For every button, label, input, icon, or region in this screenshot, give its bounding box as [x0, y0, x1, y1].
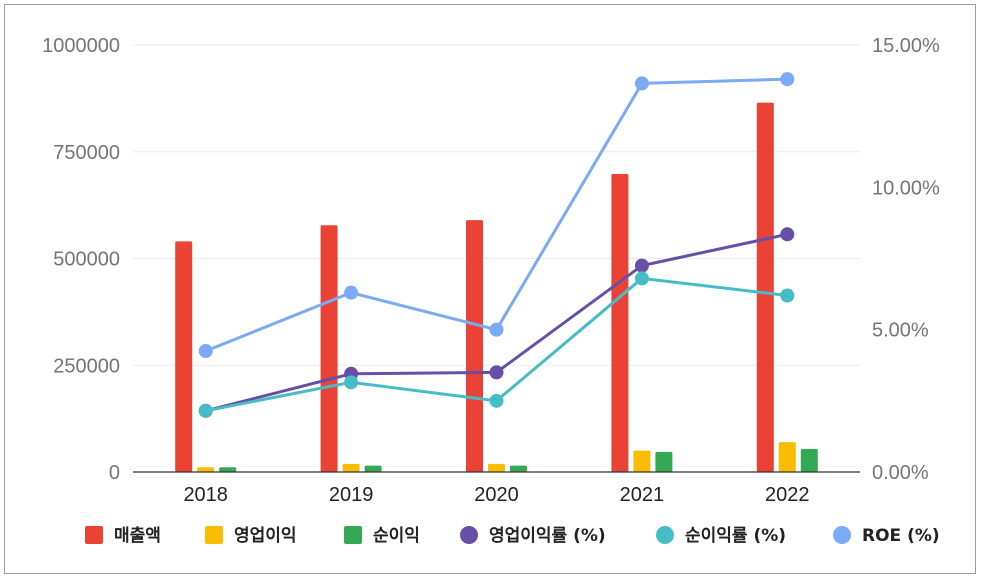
bar	[175, 241, 193, 472]
series-line	[205, 232, 788, 413]
line-series	[198, 72, 795, 418]
chart-frame	[4, 4, 976, 574]
left-tick-label: 1000000	[42, 35, 120, 57]
left-tick-label: 250000	[53, 355, 120, 377]
data-point	[344, 285, 359, 300]
x-axis-ticks: 2018 2019 2020 2021 2022	[183, 484, 809, 506]
x-tick-label: 2022	[765, 484, 810, 506]
x-tick-label: 2021	[620, 484, 665, 506]
legend-swatch	[833, 526, 851, 544]
bar	[364, 465, 382, 472]
data-point	[780, 72, 795, 87]
data-point	[489, 322, 504, 337]
right-tick-label: 15.00%	[872, 35, 940, 57]
left-tick-label: 750000	[53, 142, 120, 164]
bar	[800, 448, 818, 472]
right-tick-label: 0.00%	[872, 462, 929, 484]
legend-label: ROE (%)	[862, 526, 940, 546]
legend: 매출액 영업이익 순이익 영업이익률 (%) 순이익률 (%) ROE (%)	[85, 526, 940, 546]
bar	[510, 465, 527, 472]
right-tick-label: 10.00%	[872, 177, 940, 199]
bar	[219, 467, 237, 472]
bar	[488, 463, 505, 472]
legend-swatch	[85, 526, 103, 544]
legend-label: 영업이익률 (%)	[489, 526, 606, 546]
bar	[756, 102, 774, 473]
right-axis-ticks: 0.00% 5.00% 10.00% 15.00%	[872, 35, 940, 484]
gridlines	[133, 44, 860, 366]
data-point	[198, 403, 213, 418]
legend-label: 영업이익	[234, 526, 297, 546]
right-tick-label: 5.00%	[872, 320, 929, 342]
data-point	[489, 393, 504, 408]
bar	[778, 442, 796, 472]
left-tick-label: 500000	[53, 249, 120, 271]
legend-label: 순이익	[373, 526, 420, 546]
bar	[320, 225, 338, 472]
legend-label: 순이익률 (%)	[685, 526, 786, 546]
data-point	[634, 258, 649, 273]
bar	[342, 463, 360, 472]
data-point	[198, 344, 213, 359]
bar	[655, 451, 673, 472]
x-tick-label: 2020	[474, 484, 519, 506]
left-tick-label: 0	[109, 462, 120, 484]
legend-swatch	[656, 526, 674, 544]
data-point	[634, 76, 649, 91]
bar	[466, 220, 483, 472]
left-axis-ticks: 0 250000 500000 750000 1000000	[42, 35, 120, 484]
legend-label: 매출액	[114, 526, 161, 546]
data-point	[344, 375, 359, 390]
series-line	[205, 276, 788, 413]
bar	[197, 467, 215, 472]
series-line	[205, 77, 788, 353]
data-point	[634, 271, 649, 286]
data-point	[780, 288, 795, 303]
data-point	[780, 227, 795, 242]
legend-swatch	[460, 526, 478, 544]
legend-swatch	[344, 526, 362, 544]
bar-series	[175, 102, 818, 473]
data-point	[489, 365, 504, 380]
bar	[633, 450, 651, 472]
bar	[611, 173, 629, 473]
x-tick-label: 2019	[329, 484, 374, 506]
x-tick-label: 2018	[183, 484, 228, 506]
legend-swatch	[205, 526, 223, 544]
